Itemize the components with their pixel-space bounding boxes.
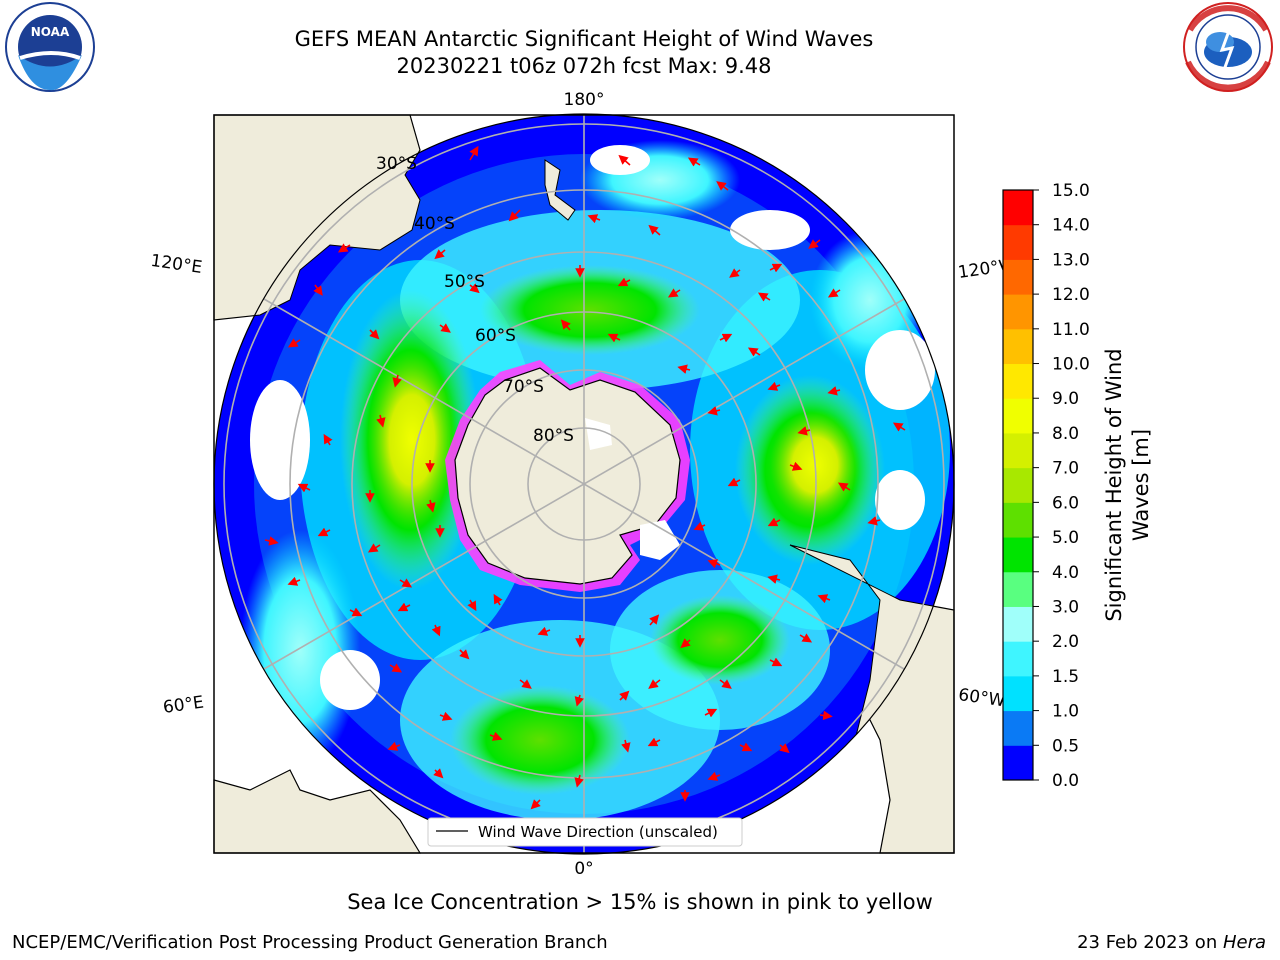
colorbar-tick-label: 7.0 <box>1052 459 1079 479</box>
graticule <box>223 114 945 854</box>
figure-subtitle: 20230221 t06z 072h fcst Max: 9.48 <box>396 54 772 78</box>
colorbar-segment <box>1003 537 1033 573</box>
colorbar-segment <box>1003 467 1033 503</box>
credit-machine: Hera <box>1222 932 1266 953</box>
colorbar-segment <box>1003 641 1033 677</box>
colorbar-tick-label: 2.0 <box>1052 632 1079 652</box>
colorbar-segment <box>1003 259 1033 295</box>
wind-wave-arrows <box>264 145 906 810</box>
colorbar-segment <box>1003 363 1033 399</box>
colorbar-segment <box>1003 224 1033 260</box>
colorbar-segment <box>1003 294 1033 330</box>
colorbar-tick-label: 1.5 <box>1052 667 1079 687</box>
colorbar-segment <box>1003 502 1033 538</box>
sea-ice-note: Sea Ice Concentration > 15% is shown in … <box>347 890 933 914</box>
colorbar-label-line2: Waves [m] <box>1129 428 1153 542</box>
colorbar-segment <box>1003 398 1033 434</box>
colorbar-segment <box>1003 606 1033 642</box>
lon-label-180: 180° <box>564 90 605 110</box>
colorbar-tick-label: 4.0 <box>1052 563 1079 583</box>
colorbar-label-line1: Significant Height of Wind <box>1102 348 1126 622</box>
colorbar-tick-label: 10.0 <box>1052 355 1090 375</box>
map-legend: Wind Wave Direction (unscaled) <box>427 817 743 847</box>
colorbar-tick-label: 12.0 <box>1052 285 1090 305</box>
nws-logo <box>1183 2 1273 92</box>
colorbar-tick-label: 5.0 <box>1052 528 1079 548</box>
colorbar-tick-label: 14.0 <box>1052 216 1090 236</box>
credit-date: 23 Feb 2023 on <box>1077 932 1223 953</box>
lat-label-60s: 60°S <box>475 326 516 346</box>
colorbar-segment <box>1003 432 1033 469</box>
lat-label-40s: 40°S <box>414 214 455 234</box>
colorbar-tick-label: 0.0 <box>1052 771 1079 791</box>
latitude-labels: 30°S 40°S 50°S 60°S 70°S 80°S <box>376 154 574 446</box>
colorbar-tick-label: 9.0 <box>1052 389 1079 409</box>
lon-label-120e: 120°E <box>149 251 203 278</box>
lat-label-50s: 50°S <box>444 272 485 292</box>
credit-left: NCEP/EMC/Verification Post Processing Pr… <box>12 932 608 953</box>
colorbar-segment <box>1003 571 1033 607</box>
colorbar-tick-label: 15.0 <box>1052 181 1090 201</box>
colorbar-tick-label: 11.0 <box>1052 320 1090 340</box>
lon-label-60w: 60°W <box>957 685 1006 711</box>
colorbar: 0.0 0.5 1.0 1.5 2.0 3.0 4.0 5.0 6.0 7.0 8.0 9.0 10.0… <box>1002 181 1090 791</box>
colorbar-segment <box>1003 745 1033 781</box>
colorbar-tick-label: 3.0 <box>1052 597 1079 617</box>
colorbar-tick-label: 6.0 <box>1052 493 1079 513</box>
legend-label: Wind Wave Direction (unscaled) <box>478 823 718 841</box>
colorbar-segment <box>1003 328 1033 365</box>
noaa-logo: NOAA <box>5 2 95 92</box>
lat-label-80s: 80°S <box>533 426 574 446</box>
lon-label-60e: 60°E <box>162 692 205 717</box>
colorbar-tick-label: 0.5 <box>1052 736 1079 756</box>
colorbar-segment <box>1003 675 1033 712</box>
svg-text:NOAA: NOAA <box>31 25 70 39</box>
lat-label-70s: 70°S <box>503 377 544 397</box>
colorbar-segment <box>1003 710 1033 746</box>
axes-frame <box>213 114 955 854</box>
colorbar-tick-label: 8.0 <box>1052 424 1079 444</box>
colorbar-frame <box>1002 189 1034 781</box>
colorbar-tick-label: 13.0 <box>1052 250 1090 270</box>
figure-title: GEFS MEAN Antarctic Significant Height o… <box>294 27 874 51</box>
colorbar-segment <box>1003 190 1033 226</box>
credit-right: 23 Feb 2023 on Hera <box>1077 932 1266 953</box>
lon-label-0: 0° <box>574 859 593 879</box>
lat-label-30s: 30°S <box>376 154 417 174</box>
colorbar-tick-label: 1.0 <box>1052 702 1079 722</box>
colorbar-label: Significant Height of Wind Waves [m] <box>1101 325 1155 645</box>
